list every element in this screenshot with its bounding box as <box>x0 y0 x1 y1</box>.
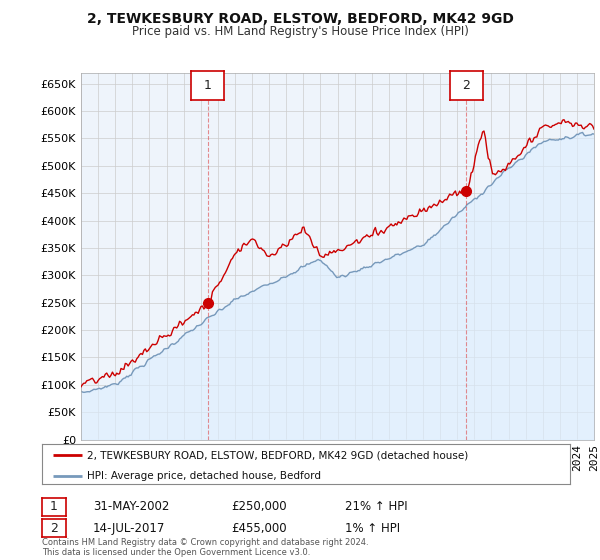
Text: 2, TEWKESBURY ROAD, ELSTOW, BEDFORD, MK42 9GD (detached house): 2, TEWKESBURY ROAD, ELSTOW, BEDFORD, MK4… <box>87 450 468 460</box>
Text: 31-MAY-2002: 31-MAY-2002 <box>93 500 169 514</box>
Text: Contains HM Land Registry data © Crown copyright and database right 2024.
This d: Contains HM Land Registry data © Crown c… <box>42 538 368 557</box>
Text: 2, TEWKESBURY ROAD, ELSTOW, BEDFORD, MK42 9GD: 2, TEWKESBURY ROAD, ELSTOW, BEDFORD, MK4… <box>86 12 514 26</box>
Text: HPI: Average price, detached house, Bedford: HPI: Average price, detached house, Bedf… <box>87 470 321 480</box>
Text: 2: 2 <box>463 79 470 92</box>
Text: 2: 2 <box>50 521 58 535</box>
Text: 1: 1 <box>204 79 212 92</box>
Text: 21% ↑ HPI: 21% ↑ HPI <box>345 500 407 514</box>
Text: 1: 1 <box>50 500 58 514</box>
Text: 1% ↑ HPI: 1% ↑ HPI <box>345 521 400 535</box>
Text: £250,000: £250,000 <box>231 500 287 514</box>
Text: 14-JUL-2017: 14-JUL-2017 <box>93 521 166 535</box>
Text: Price paid vs. HM Land Registry's House Price Index (HPI): Price paid vs. HM Land Registry's House … <box>131 25 469 38</box>
Text: £455,000: £455,000 <box>231 521 287 535</box>
